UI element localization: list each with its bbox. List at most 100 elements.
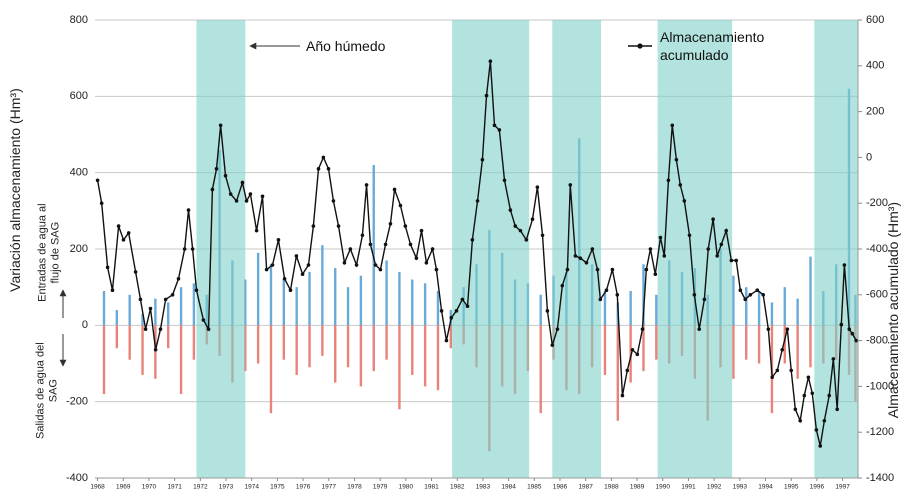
storage-point — [793, 407, 798, 412]
storage-point — [99, 201, 104, 205]
storage-point — [270, 263, 275, 267]
x-tick-label: 1976 — [296, 484, 311, 491]
storage-point — [640, 327, 645, 331]
storage-point — [810, 391, 815, 396]
storage-point — [666, 178, 671, 183]
storage-point — [678, 183, 683, 187]
x-tick-label: 1969 — [116, 484, 131, 491]
storage-point — [814, 428, 819, 432]
bar — [346, 325, 350, 368]
bar — [796, 325, 799, 379]
y-tick-label: -400 — [66, 472, 88, 484]
bar — [603, 325, 607, 375]
bar — [436, 325, 440, 391]
storage-point — [630, 347, 635, 352]
y2-tick-label: -1200 — [866, 426, 894, 438]
bar — [167, 302, 170, 326]
storage-point — [126, 231, 131, 235]
x-tick-label: 1997 — [835, 484, 850, 491]
x-tick-label: 1980 — [399, 484, 414, 491]
storage-point — [590, 247, 595, 251]
storage-point — [670, 123, 675, 128]
bar — [269, 325, 273, 414]
legend-marker — [637, 43, 643, 49]
storage-point — [565, 267, 570, 272]
y2-tick-label: -800 — [866, 335, 888, 347]
bar — [385, 325, 388, 360]
storage-point — [439, 309, 444, 313]
bar — [179, 325, 183, 395]
storage-point — [530, 217, 535, 222]
storage-point — [288, 288, 293, 293]
bar — [732, 325, 735, 379]
storage-point — [839, 322, 844, 327]
storage-point — [158, 327, 163, 331]
storage-point — [282, 276, 287, 281]
storage-point — [240, 180, 245, 185]
bar — [192, 283, 196, 326]
bar — [308, 271, 311, 326]
y2-tick-label: -1000 — [866, 380, 894, 392]
bar — [629, 290, 632, 326]
storage-point — [194, 288, 199, 293]
storage-point — [524, 238, 529, 242]
bar — [436, 290, 440, 326]
storage-point — [850, 331, 855, 336]
bar — [346, 287, 350, 326]
bar — [783, 325, 786, 364]
storage-point — [234, 199, 239, 203]
storage-point — [535, 185, 540, 189]
bar — [642, 325, 645, 372]
bar — [423, 283, 427, 326]
y-tick-label: -200 — [66, 396, 88, 408]
storage-point — [545, 309, 550, 313]
storage-point — [748, 293, 753, 297]
bar — [745, 287, 748, 326]
bar — [334, 268, 337, 326]
y2-tick-label: 200 — [866, 106, 884, 118]
storage-point — [835, 407, 839, 412]
storage-point — [392, 187, 397, 192]
bar — [295, 325, 298, 375]
storage-point — [492, 123, 497, 128]
storage-point — [827, 393, 832, 398]
storage-point — [719, 242, 724, 247]
bar — [256, 325, 260, 364]
storage-point — [143, 327, 148, 331]
storage-point — [260, 194, 265, 199]
storage-point — [518, 228, 523, 233]
storage-point — [550, 343, 555, 347]
storage-point — [354, 263, 359, 267]
bar — [102, 325, 106, 395]
x-tick-label: 1993 — [733, 484, 748, 491]
storage-point — [711, 217, 715, 222]
bar — [616, 325, 619, 421]
bar — [154, 325, 157, 379]
storage-point — [223, 173, 228, 178]
storage-point — [170, 293, 175, 297]
bar — [308, 325, 311, 368]
storage-point — [822, 418, 827, 423]
x-tick-label: 1995 — [784, 484, 799, 491]
storage-point — [653, 272, 658, 276]
storage-point — [555, 327, 560, 331]
bar — [141, 325, 144, 375]
x-tick-label: 1992 — [707, 484, 722, 491]
storage-point — [738, 288, 743, 293]
storage-point — [398, 203, 403, 208]
storage-point — [430, 247, 435, 251]
storage-point — [770, 375, 774, 380]
legend-outflow: Salidas de agua del SAG — [34, 342, 59, 439]
storage-point — [403, 224, 408, 228]
bar — [385, 260, 388, 326]
storage-point — [682, 199, 687, 203]
wet-period — [657, 20, 733, 478]
storage-point — [743, 297, 748, 302]
x-tick-label: 1973 — [219, 484, 234, 491]
storage-point — [513, 224, 518, 228]
bar — [809, 325, 812, 368]
x-tick-label: 1996 — [810, 484, 825, 491]
y2-tick-label: -600 — [866, 289, 888, 301]
storage-point — [190, 247, 195, 251]
